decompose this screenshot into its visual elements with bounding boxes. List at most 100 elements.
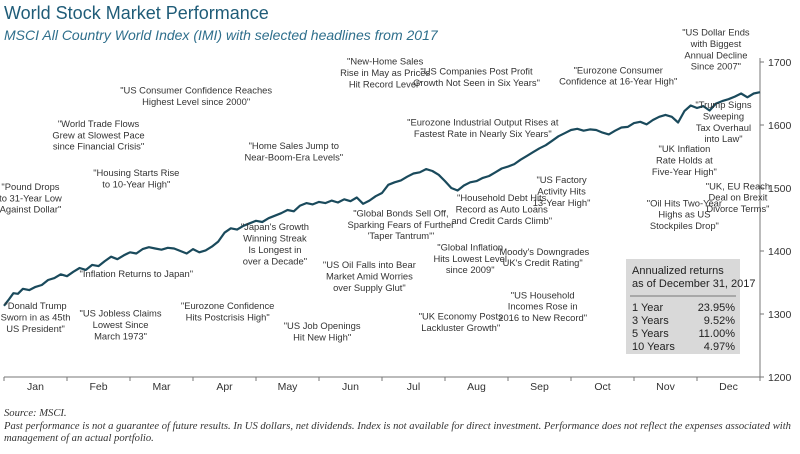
annotation-line: "US Household	[511, 289, 575, 300]
return-period-label: 3 Years	[632, 315, 669, 327]
annotation-line: "US Dollar Ends	[682, 27, 750, 38]
annotation-line: "Household Debt Hits	[457, 192, 547, 203]
x-tick-label: Nov	[656, 381, 675, 393]
annotation-line: "Inflation Returns to Japan"	[80, 268, 194, 279]
headline-annotation: "Oil Hits Two-Year Highs as US Stockpiles …	[647, 197, 722, 231]
headline-annotation: "US Job Openings Hit New High"	[284, 320, 361, 342]
annotation-line: Annual Decline	[684, 49, 747, 60]
returns-box-bg	[626, 259, 740, 354]
returns-box-title: as of December 31, 2017	[632, 278, 756, 290]
annotation-line: "US Consumer Confidence Reaches	[120, 85, 272, 96]
x-tick-label: Apr	[216, 381, 233, 393]
annotation-line: "Housing Starts Rise	[93, 167, 179, 178]
x-tick-label: May	[278, 381, 299, 393]
annotation-line: Sweeping	[703, 110, 744, 121]
annotation-line: Hits Postcrisis High"	[186, 311, 270, 322]
return-period-label: 5 Years	[632, 328, 669, 340]
annotation-line: into Law"	[704, 133, 742, 144]
x-tick-label: Jan	[27, 381, 44, 393]
annotation-line: Deal on Brexit	[709, 192, 768, 203]
annotation-line: "Oil Hits Two-Year	[647, 197, 722, 208]
headline-annotation: "Global Bonds Sell Off, Sparking Fears of…	[347, 207, 454, 241]
annotation-line: "Global Bonds Sell Off,	[353, 207, 448, 218]
annotation-line: Hit New High"	[293, 332, 351, 343]
return-value: 11.00%	[699, 328, 736, 340]
annotation-line: "UK Economy Posts	[419, 311, 503, 322]
headline-annotation: "Global Inflation Hits Lowest Level since …	[433, 241, 506, 275]
annotation-line: Since 2007"	[691, 61, 741, 72]
annotation-line: Hits Lowest Level	[433, 253, 506, 264]
annotation-line: Is Longest in	[248, 244, 301, 255]
returns-box-title: Annualized returns	[632, 265, 724, 277]
annotation-line: "US Oil Falls into Bear	[323, 259, 416, 270]
x-tick-label: Aug	[467, 381, 486, 393]
annotation-line: Hit Record Level"	[349, 78, 422, 89]
annotation-line: Highs as US	[658, 209, 710, 220]
x-tick-label: Feb	[89, 381, 107, 393]
annotation-line: "US Jobless Claims	[80, 308, 162, 319]
annotation-line: Confidence at 16-Year High"	[559, 76, 677, 87]
x-tick-label: Oct	[594, 381, 610, 393]
headline-annotation: "UK Inflation Rate Holds at Five-Year High…	[652, 143, 717, 177]
x-tick-label: Jul	[407, 381, 420, 393]
y-tick-label: 1600	[768, 120, 792, 132]
annotation-line: over a Decade"	[243, 255, 307, 266]
headline-annotation: "Eurozone Consumer Confidence at 16-Year …	[559, 64, 677, 86]
return-period-label: 1 Year	[632, 302, 664, 314]
disclaimer-note: Past performance is not a guarantee of f…	[4, 421, 791, 444]
annotation-line: March 1973"	[94, 330, 147, 341]
headline-annotation: "Japan's Growth Winning Streak Is Longest …	[241, 221, 309, 266]
return-value: 23.95%	[698, 302, 736, 314]
x-tick-label: Dec	[719, 381, 738, 393]
headline-annotation: "Household Debt Hits Record as Auto Loans…	[451, 192, 552, 226]
annotation-line: Rate Holds at	[656, 154, 713, 165]
annotation-line: "UK Inflation	[659, 143, 711, 154]
annotation-line: "Home Sales Jump to	[249, 140, 339, 151]
return-period-label: 10 Years	[632, 341, 675, 353]
annotation-line: "New-Home Sales	[347, 56, 424, 67]
annotation-line: "Eurozone Consumer	[574, 64, 663, 75]
annotation-line: and Credit Cards Climb"	[451, 215, 552, 226]
series-line	[3, 91, 761, 307]
headline-annotation: "US Factory Activity Hits 13-Year High"	[533, 174, 591, 208]
chart-subtitle: MSCI All Country World Index (IMI) with …	[4, 27, 438, 43]
annotation-line: "US Companies Post Profit	[420, 66, 533, 77]
annotation-line: US President"	[6, 323, 65, 334]
annotation-line: Activity Hits	[537, 185, 586, 196]
headline-annotation: "Pound Drops to 31-Year Low Against Dollar…	[0, 181, 62, 215]
annotation-line: Divorce Terms"	[706, 203, 769, 214]
headline-annotation: "US Dollar Ends with Biggest Annual Declin…	[682, 27, 750, 72]
y-tick-label: 1500	[768, 183, 792, 195]
annotation-line: Lackluster Growth"	[421, 322, 500, 333]
annotation-line: Growth Not Seen in Six Years"	[413, 77, 540, 88]
annotation-line: Record as Auto Loans	[456, 204, 549, 215]
headline-annotation: "Trump Signs Sweeping Tax Overhaul into Law…	[695, 99, 751, 144]
x-tick-label: Mar	[152, 381, 171, 393]
annotation-line: Sworn in as 45th	[1, 311, 71, 322]
headline-annotation: "Moody's Downgrades UK's Credit Rating"	[496, 246, 589, 268]
annotation-line: "Global Inflation	[437, 241, 503, 252]
headline-annotation: "Housing Starts Rise to 10-Year High"	[93, 167, 179, 189]
headline-annotation: "US Jobless Claims Lowest Since March 1973…	[80, 308, 162, 342]
y-tick-label: 1300	[768, 309, 792, 321]
annotation-line: Lowest Since	[93, 319, 149, 330]
annotation-line: Grew at Slowest Pace	[52, 129, 144, 140]
headline-annotation: "World Trade Flows Grew at Slowest Pace si…	[52, 118, 144, 152]
annotation-line: "World Trade Flows	[58, 118, 140, 129]
headline-annotation: "US Household Incomes Rose in 2016 to New …	[498, 289, 587, 323]
y-tick-label: 1700	[768, 57, 792, 69]
annotation-line: Stockpiles Drop"	[650, 220, 719, 231]
return-value: 4.97%	[704, 341, 735, 353]
annotation-line: Near-Boom-Era Levels"	[244, 151, 343, 162]
annotation-line: "Trump Signs	[695, 99, 751, 110]
series-line-path	[3, 91, 761, 307]
annotation-line: "US Job Openings	[284, 320, 361, 331]
return-value: 9.52%	[704, 315, 735, 327]
y-tick-label: 1400	[768, 246, 792, 258]
annotation-line: "UK, EU Reach	[706, 180, 770, 191]
annotation-line: "Pound Drops	[1, 181, 59, 192]
annotation-line: to 10-Year High"	[102, 178, 170, 189]
annotation-line: "Japan's Growth	[241, 221, 309, 232]
annotation-line: with Biggest	[690, 38, 742, 49]
